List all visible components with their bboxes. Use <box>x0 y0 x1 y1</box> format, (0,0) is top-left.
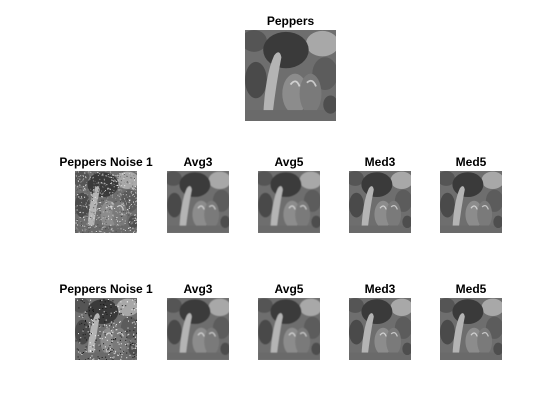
panel-med5-row1: Med5 <box>440 155 502 235</box>
panel-title: Avg3 <box>183 282 213 296</box>
panel-title: Med3 <box>364 282 396 296</box>
noisy-image <box>75 298 137 360</box>
peppers-picture <box>75 298 137 360</box>
peppers-picture <box>75 171 137 233</box>
med3-image <box>349 298 411 360</box>
peppers-picture <box>167 171 229 233</box>
panel-med3-row1: Med3 <box>349 155 411 235</box>
panel-avg5-row1: Avg5 <box>258 155 320 235</box>
med5-image <box>440 298 502 360</box>
peppers-picture <box>349 298 411 360</box>
peppers-picture <box>167 298 229 360</box>
peppers-picture <box>440 171 502 233</box>
peppers-image <box>245 30 336 121</box>
panel-med5-row2: Med5 <box>440 282 502 362</box>
panel-avg3-row1: Avg3 <box>167 155 229 235</box>
panel-avg5-row2: Avg5 <box>258 282 320 362</box>
panel-title: Med5 <box>455 155 487 169</box>
panel-title: Avg3 <box>183 155 213 169</box>
panel-title: Avg5 <box>274 282 304 296</box>
avg5-image <box>258 171 320 233</box>
peppers-picture <box>258 298 320 360</box>
panel-avg3-row2: Avg3 <box>167 282 229 362</box>
panel-title: Med3 <box>364 155 396 169</box>
peppers-picture <box>440 298 502 360</box>
panel-title: Peppers <box>266 14 315 28</box>
panel-noise-row2: Peppers Noise 1 <box>59 282 153 362</box>
peppers-picture <box>349 171 411 233</box>
peppers-picture <box>258 171 320 233</box>
panel-title: Peppers Noise 1 <box>59 155 153 169</box>
avg5-image <box>258 298 320 360</box>
avg3-image <box>167 171 229 233</box>
peppers-picture <box>245 30 336 121</box>
med3-image <box>349 171 411 233</box>
med5-image <box>440 171 502 233</box>
panel-title: Avg5 <box>274 155 304 169</box>
panel-title: Peppers Noise 1 <box>59 282 153 296</box>
panel-peppers: Peppers <box>245 14 336 122</box>
panel-title: Med5 <box>455 282 487 296</box>
panel-noise-row1: Peppers Noise 1 <box>59 155 153 235</box>
noisy-image <box>75 171 137 233</box>
avg3-image <box>167 298 229 360</box>
panel-med3-row2: Med3 <box>349 282 411 362</box>
